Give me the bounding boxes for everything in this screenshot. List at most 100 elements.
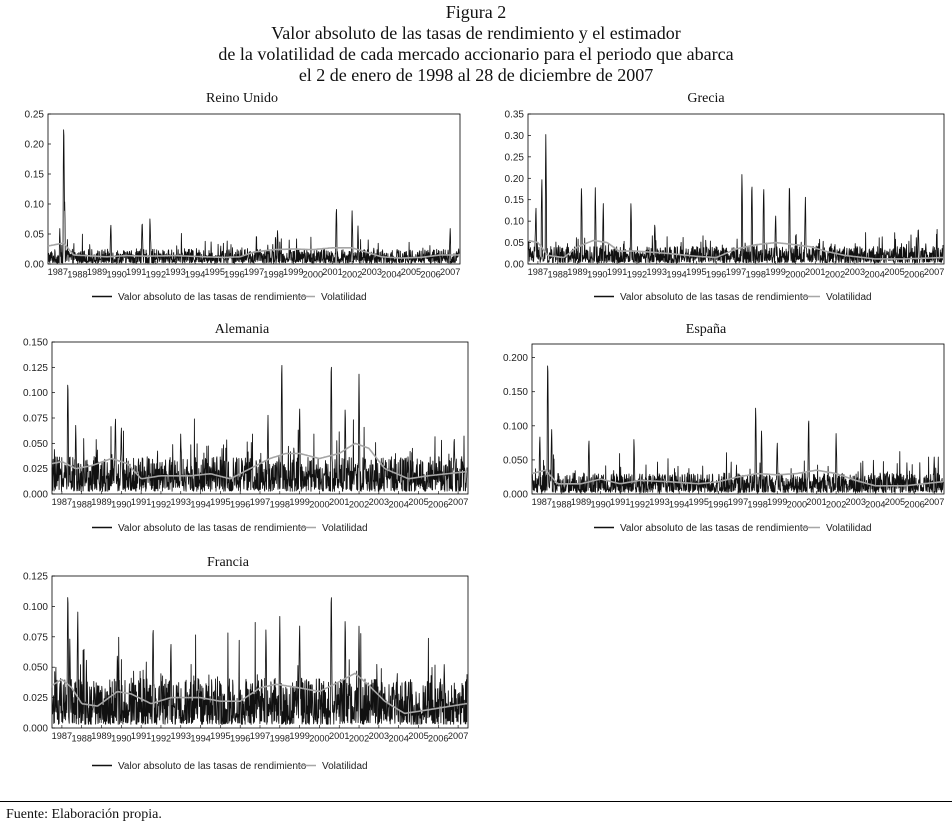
source-note: Fuente: Elaboración propia. bbox=[6, 807, 162, 822]
x-tick-label: 1992 bbox=[151, 734, 171, 744]
y-tick-label: 0.10 bbox=[505, 217, 525, 228]
x-tick-label: 1995 bbox=[689, 497, 709, 507]
x-tick-label: 2001 bbox=[806, 497, 826, 507]
x-tick-label: 1995 bbox=[210, 731, 230, 741]
x-tick-label: 2003 bbox=[369, 731, 389, 741]
y-tick-label: 0.25 bbox=[505, 152, 525, 163]
x-tick-label: 2001 bbox=[329, 731, 349, 741]
legend-label-abs-returns: Valor absoluto de las tasas de rendimien… bbox=[118, 523, 307, 534]
legend-label-volatility: Volatilidad bbox=[826, 292, 872, 303]
x-tick-label: 2000 bbox=[309, 734, 329, 744]
series-abs-returns-line bbox=[531, 365, 944, 493]
series-volatility-line bbox=[47, 242, 459, 259]
series-volatility-line bbox=[51, 442, 467, 480]
x-tick-label: 2001 bbox=[322, 267, 342, 277]
x-tick-label: 2001 bbox=[329, 497, 349, 507]
x-tick-label: 1987 bbox=[48, 267, 68, 277]
chart-reino-unido: 0.00 0.05 0.10 0.15 0.20 0.25 1987 1988 1989 1990… bbox=[25, 110, 461, 304]
x-tick-label: 1990 bbox=[106, 270, 126, 280]
x-tick-label: 1997 bbox=[244, 267, 264, 277]
x-tick-label: 1993 bbox=[171, 497, 191, 507]
x-tick-label: 2005 bbox=[885, 497, 905, 507]
x-tick-label: 2007 bbox=[924, 267, 944, 277]
series-abs-returns-line bbox=[527, 134, 944, 264]
x-tick-label: 2005 bbox=[408, 731, 428, 741]
x-tick-label: 1987 bbox=[532, 497, 552, 507]
x-tick-label: 1999 bbox=[289, 731, 309, 741]
x-tick-label: 2003 bbox=[369, 497, 389, 507]
series-volatility-line bbox=[51, 672, 467, 715]
panel-title-espana: España bbox=[685, 322, 727, 337]
y-tick-label: 0.125 bbox=[23, 572, 48, 583]
x-tick-label: 1993 bbox=[647, 267, 667, 277]
y-tick-label: 0.05 bbox=[25, 230, 45, 241]
y-tick-label: 0.075 bbox=[23, 632, 48, 643]
legend-label-abs-returns: Valor absoluto de las tasas de rendimien… bbox=[620, 292, 809, 303]
x-tick-label: 1994 bbox=[185, 270, 205, 280]
y-tick-label: 0.20 bbox=[25, 140, 45, 151]
x-tick-label: 1994 bbox=[190, 500, 210, 510]
x-tick-label: 1999 bbox=[765, 267, 785, 277]
x-tick-label: 2004 bbox=[864, 270, 884, 280]
y-tick-label: 0.025 bbox=[23, 693, 48, 704]
y-tick-label: 0.100 bbox=[23, 388, 48, 399]
x-tick-label: 2002 bbox=[342, 270, 362, 280]
x-tick-label: 1995 bbox=[205, 267, 225, 277]
legend-label-volatility: Volatilidad bbox=[322, 523, 368, 534]
y-tick-label: 0.125 bbox=[23, 363, 48, 374]
x-tick-label: 1996 bbox=[224, 270, 244, 280]
panel-title-alemania: Alemania bbox=[214, 322, 270, 337]
x-tick-label: 1988 bbox=[551, 500, 571, 510]
x-tick-label: 1992 bbox=[146, 270, 166, 280]
x-tick-label: 1992 bbox=[627, 270, 647, 280]
figure-title-line-1: Valor absoluto de las tasas de rendimien… bbox=[271, 23, 681, 43]
x-tick-label: 2005 bbox=[408, 497, 428, 507]
legend-label-abs-returns: Valor absoluto de las tasas de rendimien… bbox=[118, 292, 307, 303]
x-tick-label: 2006 bbox=[904, 270, 924, 280]
legend-label-volatility: Volatilidad bbox=[322, 761, 368, 772]
x-tick-label: 1988 bbox=[547, 270, 567, 280]
legend-label-volatility: Volatilidad bbox=[321, 292, 367, 303]
x-tick-label: 1998 bbox=[270, 734, 290, 744]
x-tick-label: 2004 bbox=[388, 500, 408, 510]
x-tick-label: 2003 bbox=[845, 497, 865, 507]
x-tick-label: 1994 bbox=[669, 500, 689, 510]
x-tick-label: 1996 bbox=[706, 270, 726, 280]
plot-frame bbox=[47, 113, 461, 265]
legend-label-volatility: Volatilidad bbox=[826, 523, 872, 534]
y-tick-label: 0.00 bbox=[25, 260, 45, 271]
x-tick-label: 1990 bbox=[111, 500, 131, 510]
x-tick-label: 1988 bbox=[71, 734, 91, 744]
x-tick-label: 1998 bbox=[746, 270, 766, 280]
x-tick-label: 2002 bbox=[349, 500, 369, 510]
y-tick-label: 0.150 bbox=[23, 338, 48, 349]
x-tick-label: 1987 bbox=[528, 267, 548, 277]
figure-label: Figura 2 bbox=[445, 2, 507, 22]
series-volatility-line bbox=[531, 469, 944, 487]
y-tick-label: 0.100 bbox=[503, 421, 528, 432]
x-tick-label: 1991 bbox=[610, 497, 630, 507]
x-tick-label: 1992 bbox=[151, 500, 171, 510]
x-tick-label: 1989 bbox=[87, 267, 107, 277]
chart-grecia: 0.00 0.05 0.10 0.15 0.20 0.25 0.30 0.35 1987 1988… bbox=[505, 110, 945, 303]
x-tick-label: 2000 bbox=[303, 270, 323, 280]
y-tick-label: 0.10 bbox=[25, 200, 45, 211]
y-tick-label: 0.000 bbox=[503, 490, 528, 501]
x-tick-label: 1987 bbox=[52, 731, 72, 741]
y-tick-label: 0.025 bbox=[23, 464, 48, 475]
y-tick-label: 0.25 bbox=[25, 110, 45, 121]
y-tick-label: 0.35 bbox=[505, 110, 525, 121]
x-tick-label: 1989 bbox=[571, 497, 591, 507]
y-tick-label: 0.15 bbox=[25, 170, 45, 181]
x-tick-label: 1994 bbox=[190, 734, 210, 744]
x-tick-label: 2007 bbox=[448, 497, 468, 507]
x-tick-label: 2000 bbox=[787, 500, 807, 510]
x-tick-label: 1990 bbox=[590, 500, 610, 510]
series-volatility-line bbox=[527, 239, 943, 260]
y-tick-label: 0.000 bbox=[23, 724, 48, 735]
x-tick-label: 2000 bbox=[309, 500, 329, 510]
plot-frame bbox=[531, 343, 945, 495]
x-tick-label: 2006 bbox=[428, 500, 448, 510]
x-tick-label: 1991 bbox=[607, 267, 627, 277]
